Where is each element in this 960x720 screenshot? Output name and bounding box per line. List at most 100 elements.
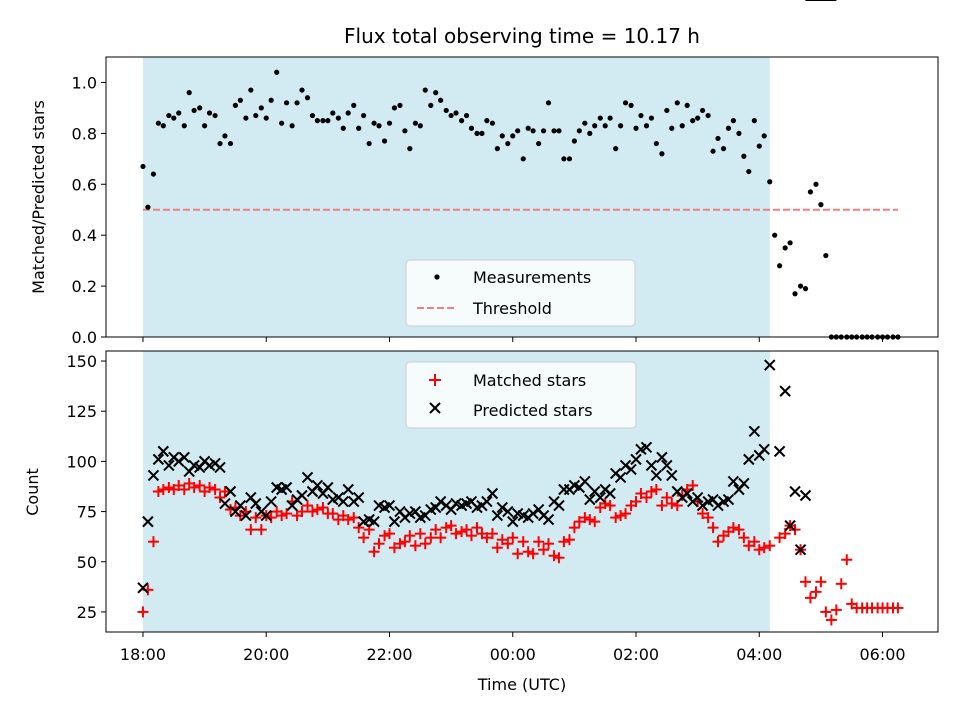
matched-marker xyxy=(255,524,267,536)
predicted-marker-b xyxy=(712,499,724,512)
predicted-marker xyxy=(794,544,807,556)
measurement-point xyxy=(268,97,274,103)
measurement-point xyxy=(443,107,449,114)
predicted-marker-b xyxy=(491,509,504,522)
predicted-marker-b xyxy=(363,513,375,526)
matched-marker xyxy=(727,522,739,534)
predicted-marker xyxy=(712,499,724,512)
matched-marker xyxy=(507,532,519,544)
measurement-point xyxy=(772,232,778,238)
measurement-point xyxy=(767,179,773,185)
predicted-marker xyxy=(163,459,175,472)
predicted-marker xyxy=(625,463,637,476)
predicted-marker xyxy=(614,471,627,484)
predicted-marker xyxy=(594,491,606,504)
predicted-marker-b xyxy=(188,459,200,472)
bottom-legend-box xyxy=(405,361,637,429)
matched-marker xyxy=(810,586,822,598)
predicted-star-markers xyxy=(137,0,837,594)
predicted-marker-b xyxy=(352,491,365,504)
predicted-marker xyxy=(584,493,596,506)
measurement-point xyxy=(237,97,243,103)
measurement-point xyxy=(402,128,408,134)
predicted-marker xyxy=(696,499,709,512)
measurement-point xyxy=(232,102,239,108)
measurement-point xyxy=(160,123,166,129)
predicted-marker-b xyxy=(764,359,776,371)
measurement-point xyxy=(571,138,577,144)
predicted-marker-b xyxy=(527,507,539,520)
predicted-marker xyxy=(301,471,314,484)
matched-marker xyxy=(204,481,216,493)
measurement-point xyxy=(643,123,650,129)
predicted-marker xyxy=(322,481,334,494)
matched-marker xyxy=(147,536,159,548)
predicted-marker xyxy=(527,507,539,520)
predicted-marker-b xyxy=(640,441,653,454)
matched-marker xyxy=(656,500,668,512)
measurement-point xyxy=(777,263,783,269)
legend-label-measurements: Measurements xyxy=(473,268,591,287)
predicted-marker-b xyxy=(373,499,385,512)
matched-marker xyxy=(527,548,539,560)
predicted-marker xyxy=(542,513,555,526)
predicted-marker-b xyxy=(589,485,601,498)
predicted-marker-b xyxy=(234,499,247,512)
matched-marker xyxy=(753,544,765,556)
measurement-point xyxy=(186,90,192,96)
predicted-marker xyxy=(296,489,308,502)
measurement-point xyxy=(202,123,208,129)
measurement-point xyxy=(489,120,496,126)
matched-marker xyxy=(841,554,853,566)
matched-marker xyxy=(835,578,847,590)
predicted-marker-b xyxy=(542,513,555,526)
matched-marker xyxy=(399,536,411,548)
predicted-marker xyxy=(656,451,668,464)
measurement-point xyxy=(479,130,485,136)
predicted-marker-b xyxy=(434,495,447,508)
measurement-point xyxy=(176,110,182,116)
y-tick-label: 0.2 xyxy=(72,277,97,296)
matched-marker xyxy=(584,514,596,526)
matched-marker xyxy=(194,479,206,491)
measurement-point xyxy=(792,291,798,297)
predicted-marker xyxy=(178,451,190,464)
predicted-marker-b xyxy=(265,495,277,508)
matched-marker xyxy=(697,508,709,520)
predicted-marker-b xyxy=(630,453,642,466)
ratio-panel: Flux total observing time = 10.17 h 0.00… xyxy=(29,24,939,347)
matched-marker xyxy=(471,522,483,534)
matched-marker xyxy=(630,496,642,508)
measurement-point xyxy=(474,130,480,136)
bottom-legend: Matched stars Predicted stars xyxy=(405,361,637,429)
y-tick-label: 50 xyxy=(77,553,97,572)
measurement-point xyxy=(679,123,685,129)
predicted-marker-b xyxy=(614,471,627,484)
top-x-ticks xyxy=(142,337,884,342)
x-tick-label: 22:00 xyxy=(366,645,412,664)
predicted-marker xyxy=(250,497,262,510)
matched-marker xyxy=(435,532,447,544)
predicted-marker-b xyxy=(779,385,791,397)
measurement-point xyxy=(351,102,357,108)
matched-marker xyxy=(302,500,314,512)
predicted-marker-b xyxy=(696,499,709,512)
predicted-marker xyxy=(630,453,642,466)
legend-label-matched: Matched stars xyxy=(473,371,586,390)
measurement-point xyxy=(448,112,454,119)
measurement-point xyxy=(320,118,326,124)
predicted-marker xyxy=(604,487,616,500)
matched-marker xyxy=(445,520,457,532)
measurement-point xyxy=(376,123,382,129)
matched-marker xyxy=(820,606,832,618)
predicted-marker-b xyxy=(178,451,190,464)
matched-marker xyxy=(543,538,555,550)
measurement-point xyxy=(248,87,254,93)
predicted-marker xyxy=(337,495,349,508)
measurement-point xyxy=(699,107,706,114)
measurement-point xyxy=(782,245,788,251)
matched-marker xyxy=(491,542,503,554)
measurement-point xyxy=(556,128,562,134)
predicted-marker-b xyxy=(296,489,308,502)
